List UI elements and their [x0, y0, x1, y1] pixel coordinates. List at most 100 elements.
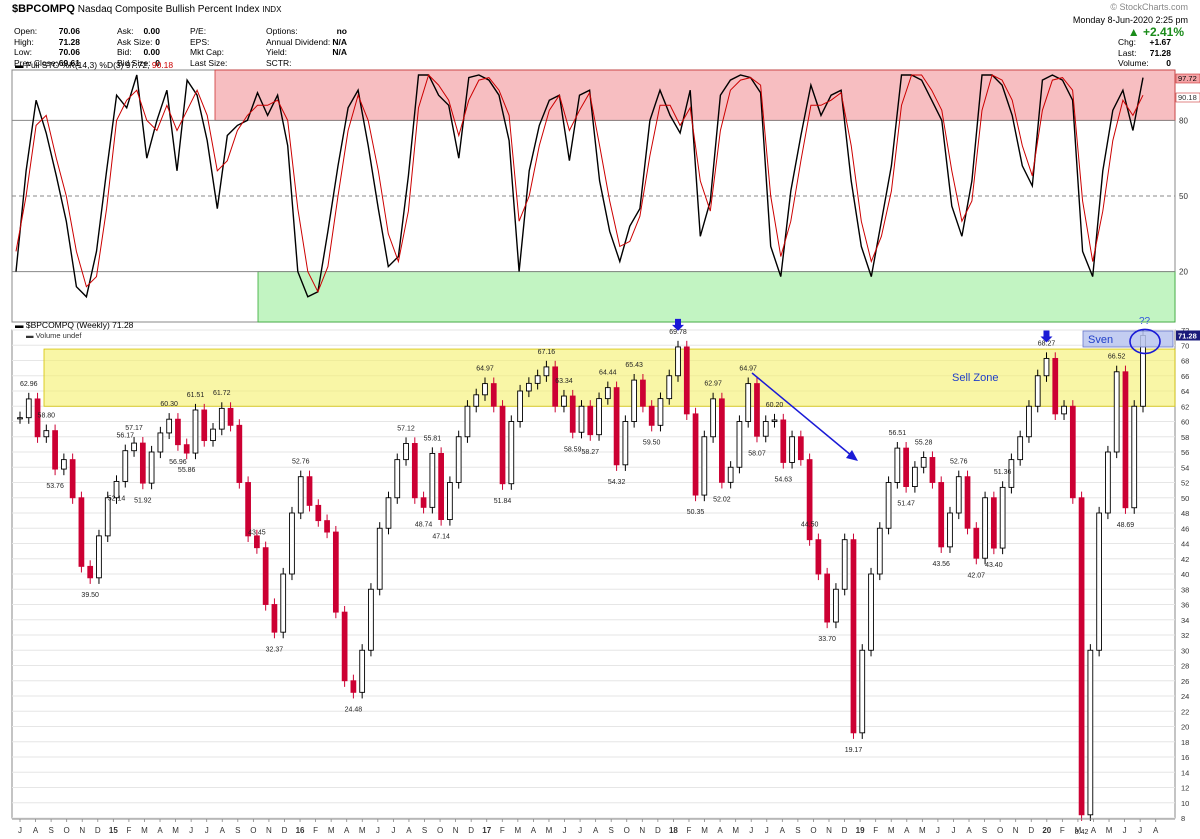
- candle-body: [569, 395, 576, 433]
- point-label: 50.35: [687, 509, 705, 516]
- x-tick-label: O: [64, 826, 70, 835]
- candle-body: [482, 383, 488, 396]
- candle: [148, 445, 155, 490]
- x-tick-label: 18: [669, 826, 678, 835]
- candle-body: [719, 398, 725, 483]
- candle: [754, 377, 760, 443]
- price-y-tick: 24: [1181, 692, 1189, 701]
- price-y-tick: 42: [1181, 555, 1189, 564]
- candle-body: [104, 497, 111, 537]
- x-tick-label: O: [437, 826, 443, 835]
- candle-body: [631, 379, 638, 422]
- candle-body: [780, 419, 787, 463]
- candle-body: [762, 421, 769, 437]
- candle-body: [1008, 459, 1015, 488]
- candle-body: [201, 409, 208, 442]
- point-label: 48.74: [415, 522, 433, 529]
- candle-body: [122, 450, 129, 482]
- x-tick-label: A: [780, 826, 786, 835]
- highlight-circle: [1129, 328, 1161, 355]
- x-tick-label: S: [795, 826, 800, 835]
- candle-body: [131, 442, 137, 452]
- quote-value: 0: [1166, 58, 1171, 68]
- point-label: 67.16: [538, 349, 556, 356]
- candle-body: [771, 419, 778, 422]
- x-tick-label: J: [391, 826, 395, 835]
- candle: [482, 377, 488, 401]
- x-tick-label: J: [951, 826, 955, 835]
- candle: [438, 447, 444, 526]
- last-d-box: [1175, 92, 1200, 103]
- x-tick-label: A: [344, 826, 350, 835]
- candle-body: [990, 497, 997, 549]
- candle: [569, 389, 576, 439]
- candle: [964, 470, 971, 535]
- point-label: 51.84: [494, 498, 512, 505]
- quote-label: Ask:: [117, 26, 134, 36]
- x-tick-label: N: [453, 826, 459, 835]
- quote-label: Last:: [1118, 47, 1137, 58]
- candle: [885, 476, 892, 535]
- candle-body: [683, 346, 690, 415]
- candle: [1034, 369, 1041, 413]
- point-label: 52.02: [713, 496, 731, 503]
- candle: [420, 491, 427, 514]
- candle: [1026, 400, 1032, 443]
- price-y-tick: 40: [1181, 570, 1189, 579]
- candle-body: [517, 390, 523, 422]
- x-tick-label: N: [639, 826, 645, 835]
- peak-arrow: [1040, 330, 1053, 343]
- candle-body: [420, 497, 427, 508]
- candle: [104, 491, 111, 542]
- candle: [324, 514, 330, 539]
- last-price-box: [1176, 330, 1200, 341]
- candle: [929, 451, 936, 489]
- price-y-tick: 62: [1181, 402, 1189, 411]
- candle: [96, 529, 102, 584]
- candle: [17, 411, 23, 424]
- candle: [631, 373, 638, 428]
- candle-body: [1069, 405, 1076, 499]
- price-y-tick: 54: [1181, 463, 1189, 472]
- candle: [999, 481, 1006, 555]
- candle-body: [613, 387, 620, 466]
- candle-body: [473, 394, 480, 407]
- candle: [604, 381, 611, 405]
- candle: [771, 413, 778, 428]
- x-tick-label: M: [546, 826, 553, 835]
- quote-value: N/A: [332, 47, 347, 57]
- x-tick-label: M: [141, 826, 148, 835]
- candle-body: [508, 421, 515, 485]
- x-tick-label: A: [1153, 826, 1159, 835]
- x-tick-label: A: [593, 826, 599, 835]
- price-y-tick: 64: [1181, 387, 1189, 396]
- last-price-label: 71.28: [1178, 331, 1197, 340]
- candle: [271, 598, 278, 639]
- candle: [376, 522, 383, 596]
- candle: [736, 415, 743, 474]
- candle: [789, 430, 795, 469]
- price-y-tick: 34: [1181, 616, 1189, 625]
- quote-label: SCTR:: [266, 57, 292, 68]
- quote-value: 0: [155, 36, 160, 47]
- price-y-tick: 28: [1181, 662, 1189, 671]
- point-label: 57.17: [125, 425, 143, 432]
- candle: [552, 360, 559, 413]
- candle-body: [1087, 649, 1094, 816]
- price-y-tick: 52: [1181, 479, 1189, 488]
- x-tick-label: J: [765, 826, 769, 835]
- x-tick-label: O: [997, 826, 1003, 835]
- candle: [596, 392, 602, 441]
- candle: [166, 413, 173, 440]
- price-y-tick: 16: [1181, 753, 1189, 762]
- candle: [955, 470, 962, 520]
- candle: [289, 506, 295, 581]
- candle-body: [43, 430, 50, 438]
- candle-body: [850, 539, 857, 734]
- exchange: INDX: [262, 5, 282, 14]
- candle-body: [183, 444, 190, 454]
- price-y-tick: 10: [1181, 799, 1189, 808]
- candle: [1087, 644, 1094, 821]
- candle: [201, 403, 208, 447]
- price-y-tick: 60: [1181, 418, 1189, 427]
